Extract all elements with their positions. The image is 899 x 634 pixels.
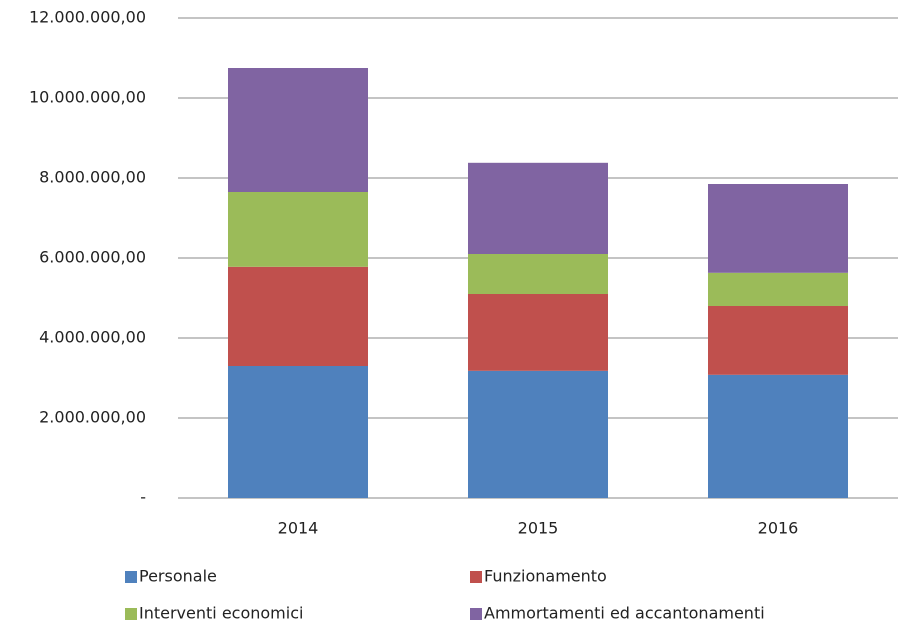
legend-swatch <box>125 608 137 620</box>
legend-swatch <box>470 571 482 583</box>
y-tick-label: 2.000.000,00 <box>39 408 146 427</box>
bar-segment <box>228 192 368 267</box>
y-tick-label: - <box>140 488 146 507</box>
bar-segment <box>708 374 848 498</box>
legend-swatch <box>125 571 137 583</box>
y-tick-label: 6.000.000,00 <box>39 248 146 267</box>
bar-segment <box>708 306 848 375</box>
bar-segment <box>228 266 368 366</box>
legend-label: Personale <box>139 567 217 586</box>
legend-swatch <box>470 608 482 620</box>
legend-label: Interventi economici <box>139 604 303 623</box>
bar-segment <box>228 366 368 498</box>
x-tick-label: 2014 <box>278 519 319 538</box>
x-tick-label: 2015 <box>518 519 559 538</box>
bar-segment <box>468 370 608 498</box>
bar-segment <box>468 162 608 254</box>
x-tick-label: 2016 <box>758 519 799 538</box>
bar-segment <box>228 68 368 192</box>
legend-label: Funzionamento <box>484 567 607 586</box>
y-tick-label: 8.000.000,00 <box>39 168 146 187</box>
legend-label: Ammortamenti ed accantonamenti <box>484 604 765 623</box>
bar-segment <box>708 184 848 273</box>
bar-segment <box>468 294 608 371</box>
y-tick-label: 10.000.000,00 <box>29 88 146 107</box>
bar-segment <box>468 254 608 294</box>
bar-segment <box>708 272 848 306</box>
y-tick-label: 12.000.000,00 <box>29 8 146 27</box>
y-tick-label: 4.000.000,00 <box>39 328 146 347</box>
